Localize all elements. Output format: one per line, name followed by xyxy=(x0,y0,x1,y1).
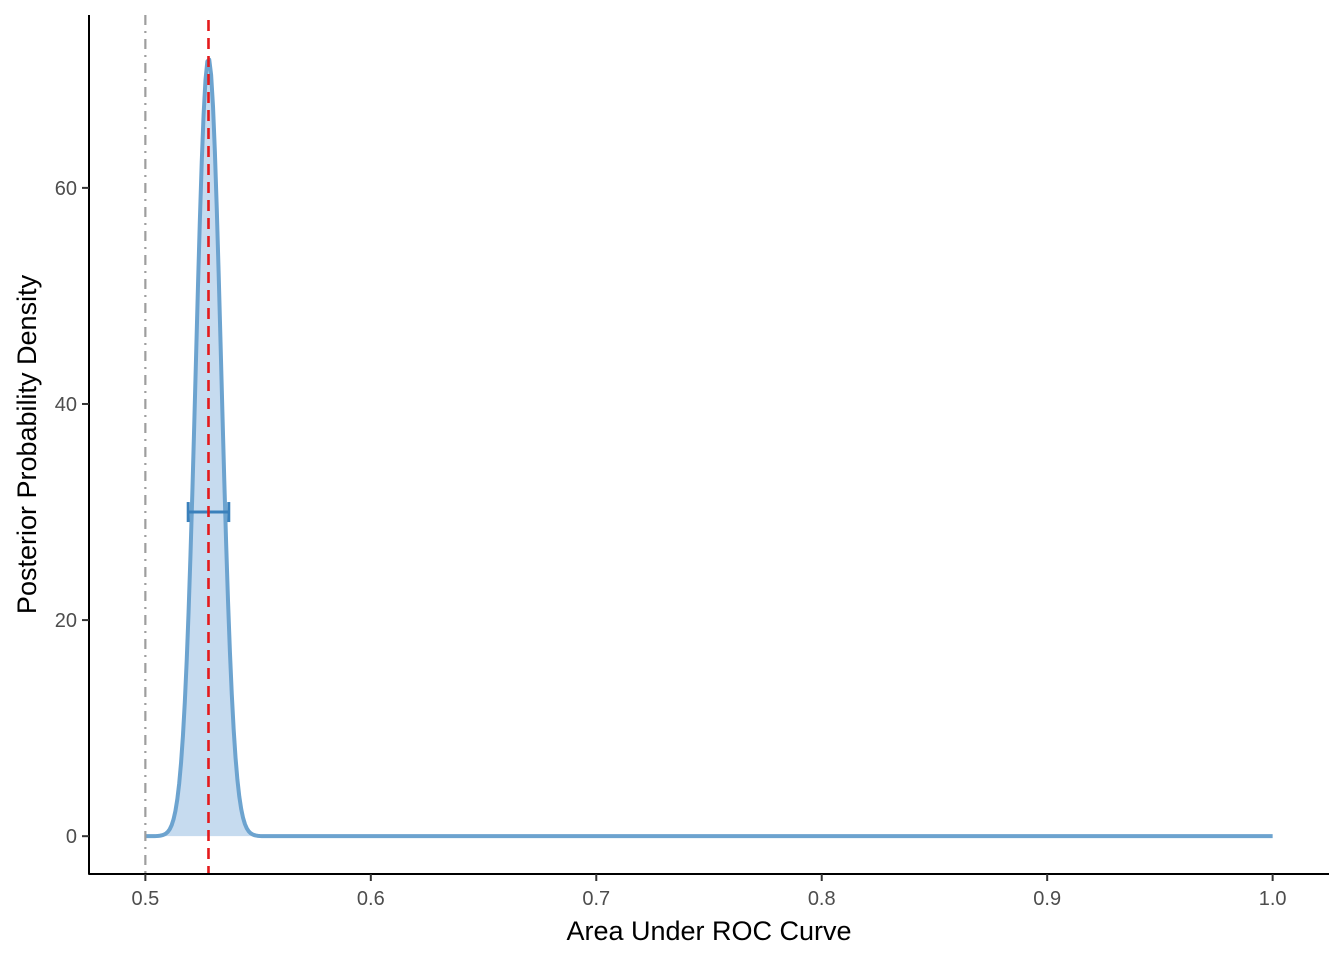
x-tick-label: 0.5 xyxy=(131,888,159,910)
y-tick-label: 0 xyxy=(66,826,77,848)
axes: 0.5 0.6 0.7 0.8 0.9 1.0 0 20 40 60 xyxy=(55,15,1329,910)
y-tick-label: 20 xyxy=(55,610,77,632)
x-axis-title: Area Under ROC Curve xyxy=(566,916,851,946)
y-axis-title: Posterior Probability Density xyxy=(12,274,42,614)
density-line xyxy=(145,57,1273,839)
x-tick-label: 0.7 xyxy=(582,888,610,910)
density-area xyxy=(145,59,1273,837)
plot-area xyxy=(144,15,1273,874)
y-tick-label: 40 xyxy=(55,394,77,416)
x-tick-label: 1.0 xyxy=(1259,888,1287,910)
x-tick-label: 0.6 xyxy=(357,888,385,910)
y-tick-label: 60 xyxy=(55,178,77,200)
x-tick-label: 0.9 xyxy=(1033,888,1061,910)
x-tick-label: 0.8 xyxy=(808,888,836,910)
